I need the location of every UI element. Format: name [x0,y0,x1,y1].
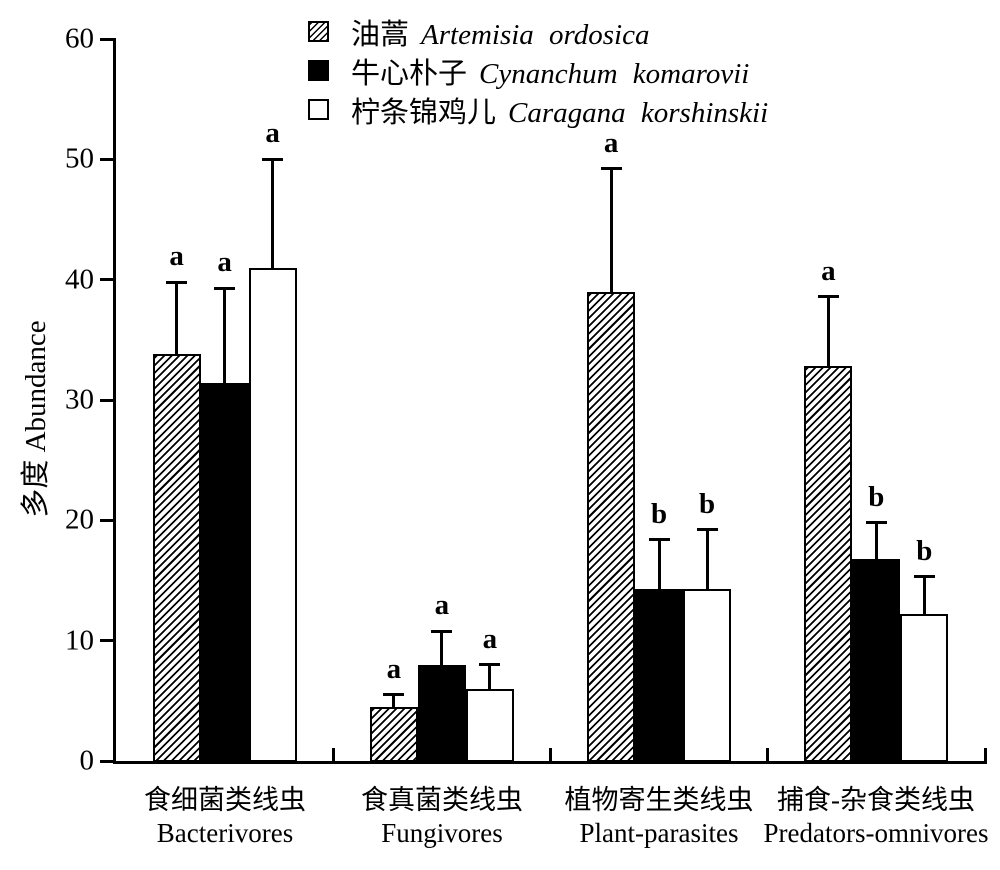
legend-label: 柠条锦鸡儿 Caragana korshinskii [351,89,768,131]
bar-black [200,383,249,762]
error-bar-cap [383,693,405,697]
y-tick-label: 60 [65,22,94,55]
x-tick [331,748,335,761]
x-category-plant-parasites: 植物寄生类线虫 Plant-parasites [565,784,754,850]
error-bar-cap [696,528,718,532]
x-tick [549,748,552,761]
significance-letter: b [868,480,885,513]
significance-letter: a [603,126,619,159]
significance-letter: a [821,254,836,287]
error-bar-whisker [657,539,661,589]
legend-item-cynanchum: 牛心朴子 Cynanchum komarovii [308,51,768,90]
legend-label-cn: 柠条锦鸡儿 [351,96,497,129]
x-category-fungivores: 食真菌类线虫 Fungivores [361,784,523,850]
error-bar-cap [166,280,188,284]
error-bar-cap [214,286,236,290]
error-bar-cap [479,663,501,667]
bar-black [417,664,466,762]
error-bar-whisker [175,282,179,355]
error-bar-whisker [826,296,830,367]
white-swatch-icon [308,99,329,120]
legend-item-artemisia: 油蒿 Artemisia ordosica [308,12,768,51]
error-bar-cap [817,295,839,298]
bar-white [683,588,732,762]
category-label-cn: 食真菌类线虫 [361,785,523,815]
error-bar-whisker [271,159,275,268]
bar-hatch [804,366,853,762]
significance-letter: a [482,622,498,655]
error-bar-whisker [922,576,926,615]
bar-white [248,267,297,762]
error-bar-whisker [392,694,396,707]
category-label-en: Predators-omnivores [763,818,989,848]
category-label-cn: 食细菌类线虫 [144,785,306,815]
error-bar-cap [431,629,453,633]
error-bar-whisker [223,288,227,384]
legend: 油蒿 Artemisia ordosica 牛心朴子 Cynanchum komar… [308,12,768,129]
y-tick-label: 50 [65,142,94,175]
error-bar-cap [262,157,284,161]
legend-label-latin: Cynanchum komarovii [479,57,750,90]
y-tick [100,398,113,402]
x-tick [766,748,770,761]
error-bar-whisker [874,522,878,559]
y-axis-line [113,37,116,763]
y-tick [100,639,113,643]
y-tick-label: 20 [65,503,94,536]
bar-white [465,688,514,762]
x-tick [983,748,987,761]
y-tick-label: 40 [65,263,94,296]
significance-letter: a [217,246,232,279]
legend-label-latin: Caragana korshinskii [508,96,769,129]
legend-label-latin: Artemisia ordosica [421,18,650,51]
legend-label: 牛心朴子 Cynanchum komarovii [351,50,749,92]
y-tick-label: 30 [65,383,94,416]
x-axis-line [113,761,987,764]
y-tick [100,518,113,522]
error-bar-whisker [488,664,492,689]
black-swatch-icon [308,60,329,81]
legend-label-cn: 油蒿 [351,18,410,51]
bar-hatch [369,706,418,762]
legend-label: 油蒿 Artemisia ordosica [351,11,649,53]
error-bar-cap [600,167,622,171]
bar-black [852,558,901,762]
bar-hatch [587,291,636,762]
bar-white [900,614,949,762]
error-bar-whisker [609,168,613,292]
error-bar-cap [648,538,670,542]
category-label-cn: 捕食-杂食类线虫 [776,785,975,815]
significance-letter: a [265,117,280,150]
category-label-en: Plant-parasites [579,818,739,848]
x-category-predators-omnivores: 捕食-杂食类线虫 Predators-omnivores [764,784,989,850]
significance-letter: b [916,534,933,567]
y-tick [100,37,113,41]
legend-item-caragana: 柠条锦鸡儿 Caragana korshinskii [308,90,768,129]
significance-letter: a [386,652,402,685]
x-category-bacterivores: 食细菌类线虫 Bacterivores [144,784,306,850]
error-bar-cap [865,521,887,525]
error-bar-cap [913,575,935,579]
y-tick-label: 0 [79,744,95,777]
y-tick-label: 10 [65,624,94,657]
error-bar-whisker [440,631,444,665]
bar-hatch [152,354,201,762]
significance-letter: a [434,589,450,622]
error-bar-whisker [705,529,709,589]
category-label-cn: 植物寄生类线虫 [564,785,754,815]
legend-label-cn: 牛心朴子 [351,57,468,90]
category-label-en: Fungivores [381,818,503,848]
y-tick [100,759,113,763]
significance-letter: b [651,497,668,530]
category-label-en: Bacterivores [156,818,294,848]
bar-black [635,588,684,762]
y-tick [100,157,113,161]
significance-letter: b [699,487,716,520]
hatched-swatch-icon [308,21,329,42]
significance-letter: a [169,240,184,273]
y-tick [100,278,113,282]
